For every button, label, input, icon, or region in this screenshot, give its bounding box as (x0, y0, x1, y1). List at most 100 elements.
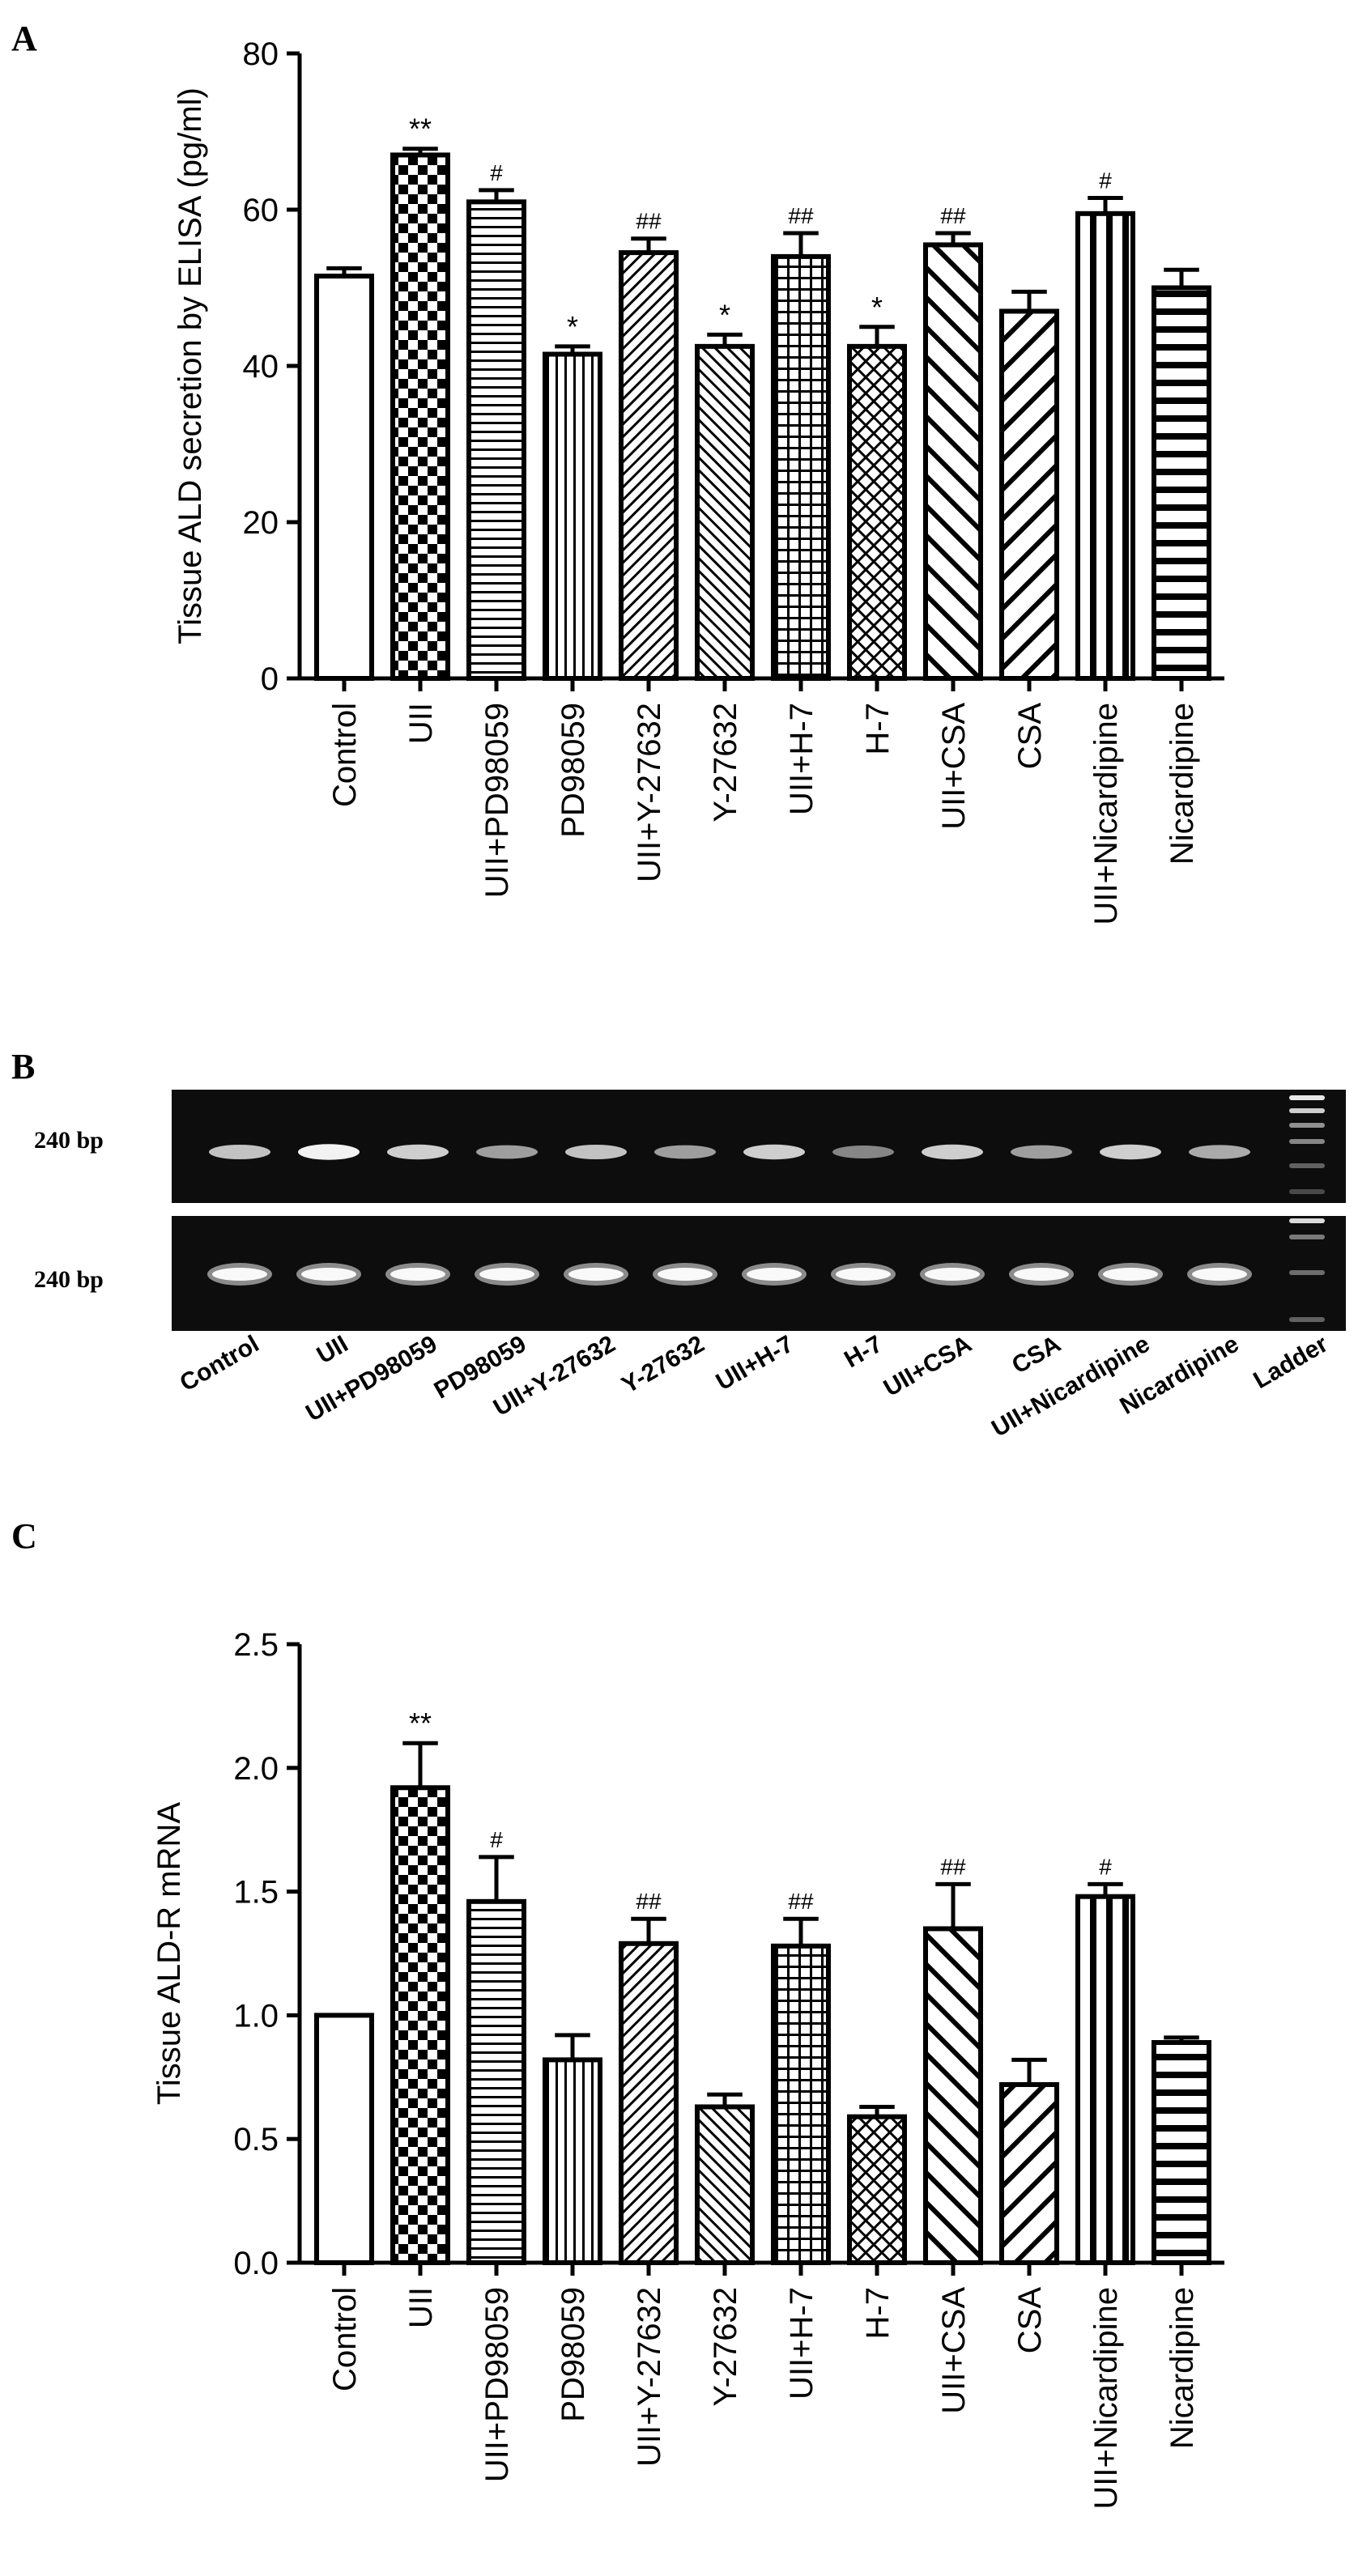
chart-c-significance-label: # (490, 1827, 503, 1852)
chart-c-y-tick-label: 2.0 (233, 1751, 279, 1787)
gel-band-top (1011, 1145, 1072, 1159)
chart-a-significance-label: ** (409, 113, 432, 146)
gel-band-bottom (1103, 1268, 1158, 1281)
gel-band-bottom (1014, 1268, 1069, 1281)
gel-lane-label: UII+H-7 (712, 1330, 798, 1396)
chart-c-significance-label: ## (636, 1889, 662, 1914)
chart-a-category-label: H-7 (860, 703, 896, 755)
chart-a-bar-h-7 (847, 343, 907, 681)
gel-lane-label: UII+CSA (879, 1330, 977, 1401)
gel-band-bottom (658, 1268, 713, 1281)
chart-a-significance-label: ## (636, 209, 662, 234)
gel-band-top (922, 1144, 983, 1160)
chart-c-category-label: Nicardipine (1164, 2287, 1200, 2449)
panel-a-chart: 0 20 40 60 80 Tissue ALD secretion by ELISA (… (172, 36, 1224, 925)
chart-c-bar-uii-h-7 (771, 1943, 831, 2266)
chart-a-significance-label: * (719, 298, 730, 331)
gel-band-top (1189, 1145, 1250, 1159)
panel-a-letter: A (11, 19, 37, 58)
gel-marker-label-bottom: 240 bp (34, 1266, 104, 1293)
chart-c-bar-uii-pd98059 (466, 1898, 526, 2265)
chart-a-significance-label: # (490, 160, 503, 185)
chart-a-category-label: UII+H-7 (784, 703, 819, 815)
chart-a-significance-label: * (871, 291, 883, 324)
gel-marker-label-top: 240 bp (34, 1127, 104, 1154)
chart-a-category-label: UII+Nicardipine (1088, 703, 1124, 925)
gel-band-top (565, 1145, 627, 1159)
chart-c-significance-label: ## (788, 1889, 814, 1914)
chart-a-bar-uii-pd98059 (466, 199, 526, 682)
chart-c-significance-label: ** (409, 1707, 432, 1740)
chart-c-y-tick-label: 1.0 (233, 1998, 279, 2034)
chart-a-y-tick-label: 40 (243, 349, 279, 385)
chart-a-bar-y-27632 (695, 343, 755, 681)
chart-a-y-tick-label: 20 (243, 505, 279, 541)
chart-a-bar-uii-csa (923, 242, 983, 681)
ladder-band (1289, 1189, 1325, 1194)
gel-band-top (654, 1145, 716, 1159)
chart-c-bar-control (314, 2013, 374, 2265)
ladder-band (1289, 1218, 1325, 1223)
chart-c-bar-pd98059 (543, 2057, 602, 2265)
panel-b-gel: 240 bp 240 bp Control UIIUII+PD98059PD980… (34, 1090, 1346, 1443)
chart-a-category-label: UII+Y-27632 (632, 703, 667, 882)
chart-c-bar-h-7 (847, 2114, 907, 2266)
chart-c-y-tick-label: 2.5 (233, 1627, 279, 1663)
gel-band-top (1100, 1144, 1161, 1160)
gel-lane-label: CSA (1007, 1330, 1065, 1379)
gel-lane-label: H-7 (840, 1330, 887, 1373)
chart-a-significance-label: ## (788, 203, 814, 228)
chart-c-category-label: Control (327, 2287, 363, 2391)
chart-c-category-label: UII+H-7 (784, 2287, 819, 2400)
gel-band-top (209, 1145, 270, 1159)
chart-a-bar-nicardipine (1152, 285, 1211, 681)
chart-a-category-label: Nicardipine (1164, 703, 1200, 865)
ladder-band (1289, 1270, 1325, 1275)
chart-a-category-label: PD98059 (556, 703, 591, 838)
gel-lane-label: UII+Nicardipine (987, 1330, 1154, 1442)
chart-c-category-label: UII+Y-27632 (632, 2287, 667, 2467)
chart-a-significance-label: ## (940, 203, 966, 228)
gel-lane-label: Control (176, 1330, 264, 1396)
chart-a-y-tick-label: 80 (243, 36, 279, 72)
ladder-band (1289, 1108, 1325, 1113)
ladder-band (1289, 1317, 1325, 1322)
chart-c-category-label: UII+PD98059 (479, 2287, 515, 2482)
gel-band-top (298, 1144, 360, 1160)
chart-a-significance-label: * (567, 310, 578, 343)
panel-c-letter: C (11, 1516, 37, 1556)
chart-c-category-label: UII+Nicardipine (1088, 2287, 1124, 2510)
chart-c-significance-label: # (1099, 1854, 1112, 1879)
chart-a-category-label: Y-27632 (708, 703, 743, 823)
ladder-band (1289, 1235, 1325, 1239)
chart-c-bar-uii-csa (923, 1926, 983, 2265)
chart-a-category-label: UII (403, 703, 439, 744)
gel-band-top (476, 1145, 538, 1159)
chart-c-significance-label: ## (940, 1854, 966, 1879)
ladder-band (1289, 1139, 1325, 1144)
chart-c-y-tick-label: 0.0 (233, 2246, 279, 2281)
chart-a-significance-label: # (1099, 168, 1112, 193)
gel-band-bottom (301, 1268, 356, 1281)
panel-c-chart: 0.0 0.5 1.0 1.5 2.0 2.5 Tissue ALD-R mRNA Contr… (151, 1627, 1224, 2510)
chart-c-category-label: UII (403, 2287, 439, 2328)
chart-a-bar-uii (390, 152, 450, 681)
chart-a-y-tick-label: 60 (243, 193, 279, 228)
gel-band-bottom (747, 1268, 802, 1281)
gel-band-bottom (568, 1268, 624, 1281)
chart-c-category-label: UII+CSA (936, 2287, 972, 2414)
gel-band-bottom (925, 1268, 980, 1281)
chart-c-y-tick-label: 0.5 (233, 2122, 279, 2157)
gel-band-top (743, 1144, 805, 1160)
gel-lane-label: UII (313, 1330, 353, 1369)
chart-a-bar-uii-nicardipine (1075, 210, 1135, 681)
gel-band-top (387, 1144, 449, 1160)
chart-a-bar-uii-y-27632 (619, 250, 679, 681)
ladder-band (1289, 1163, 1325, 1168)
ladder-band (1289, 1095, 1325, 1100)
gel-band-bottom (479, 1268, 534, 1281)
chart-c-category-label: H-7 (860, 2287, 896, 2339)
chart-c-category-label: PD98059 (556, 2287, 591, 2422)
gel-band-bottom (390, 1268, 445, 1281)
